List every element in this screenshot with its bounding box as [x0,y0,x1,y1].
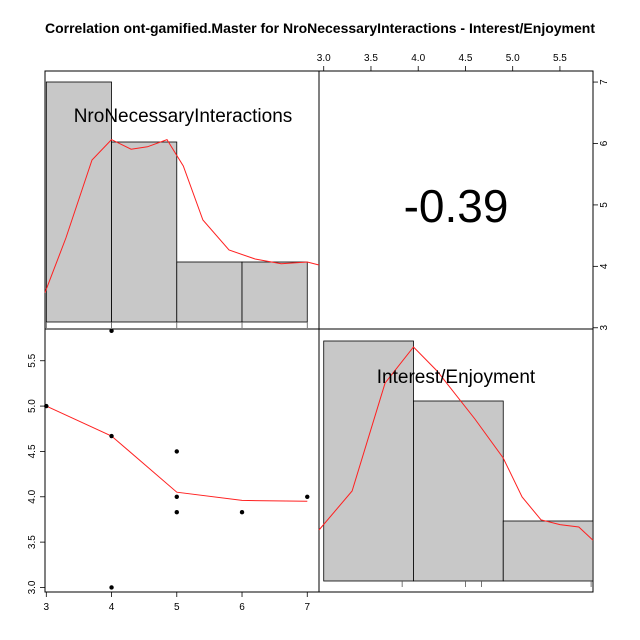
scatter-point [305,494,310,499]
x-tick-label: 7 [304,602,310,613]
scatter-point [109,433,114,439]
density-curve [318,346,594,541]
y-tick-label: 5.5 [27,353,38,367]
hist-bar [241,261,308,323]
hist-bar [502,520,594,582]
top-tick-label: 3.5 [364,53,378,64]
top-tick-label: 4.0 [411,53,425,64]
scatter-point [174,509,179,515]
hist-bar [323,340,414,582]
right-tick-label: 5 [599,202,610,208]
histogram-nro-interactions [44,81,320,328]
top-tick-label: 3.0 [317,53,331,64]
hist-bar [413,400,504,582]
scatter-plot [44,328,310,590]
density-curve [44,138,320,293]
right-tick-label: 6 [599,140,610,146]
x-tick-label: 4 [109,602,115,613]
axes-ticks: 3 4 5 6 7 3.0 3.5 4.0 4.5 5.0 5.5 3.0 3.5 4.0 4.5 5.0 5.… [27,53,610,613]
lowess-line [46,405,308,502]
scatter-point [109,328,114,334]
right-tick-label: 7 [599,79,610,85]
scatter-point [239,509,245,515]
x-tick-label: 3 [44,602,50,613]
y-tick-label: 3.5 [27,535,38,549]
chart-title: Correlation ont-gamified.Master for NroN… [45,20,595,36]
top-tick-label: 5.0 [506,53,520,64]
hist-bar [45,81,112,323]
y-tick-label: 4.5 [27,444,38,458]
panel-bottom-right-frame [318,328,594,593]
hist-bar [176,261,243,323]
right-tick-label: 3 [599,325,610,331]
scatter-point [174,449,179,454]
right-tick-label: 4 [599,263,610,269]
variable-label-interest-enjoyment: Interest/Enjoyment [377,367,536,388]
y-tick-label: 4.0 [27,489,38,503]
hist-bar [111,141,178,323]
correlation-value: -0.39 [404,180,509,232]
scatter-point [109,585,114,590]
x-tick-label: 6 [239,602,245,613]
scatter-point [44,403,49,409]
x-tick-label: 5 [174,602,180,613]
panel-bottom-left-frame [44,328,320,593]
top-tick-label: 4.5 [458,53,472,64]
top-tick-label: 5.5 [553,53,567,64]
y-tick-label: 3.0 [27,580,38,594]
histogram-interest-enjoyment [318,340,594,587]
variable-label-nro-interactions: NroNecessaryInteractions [74,106,293,127]
y-tick-label: 5.0 [27,399,38,413]
scatter-point [174,494,179,499]
